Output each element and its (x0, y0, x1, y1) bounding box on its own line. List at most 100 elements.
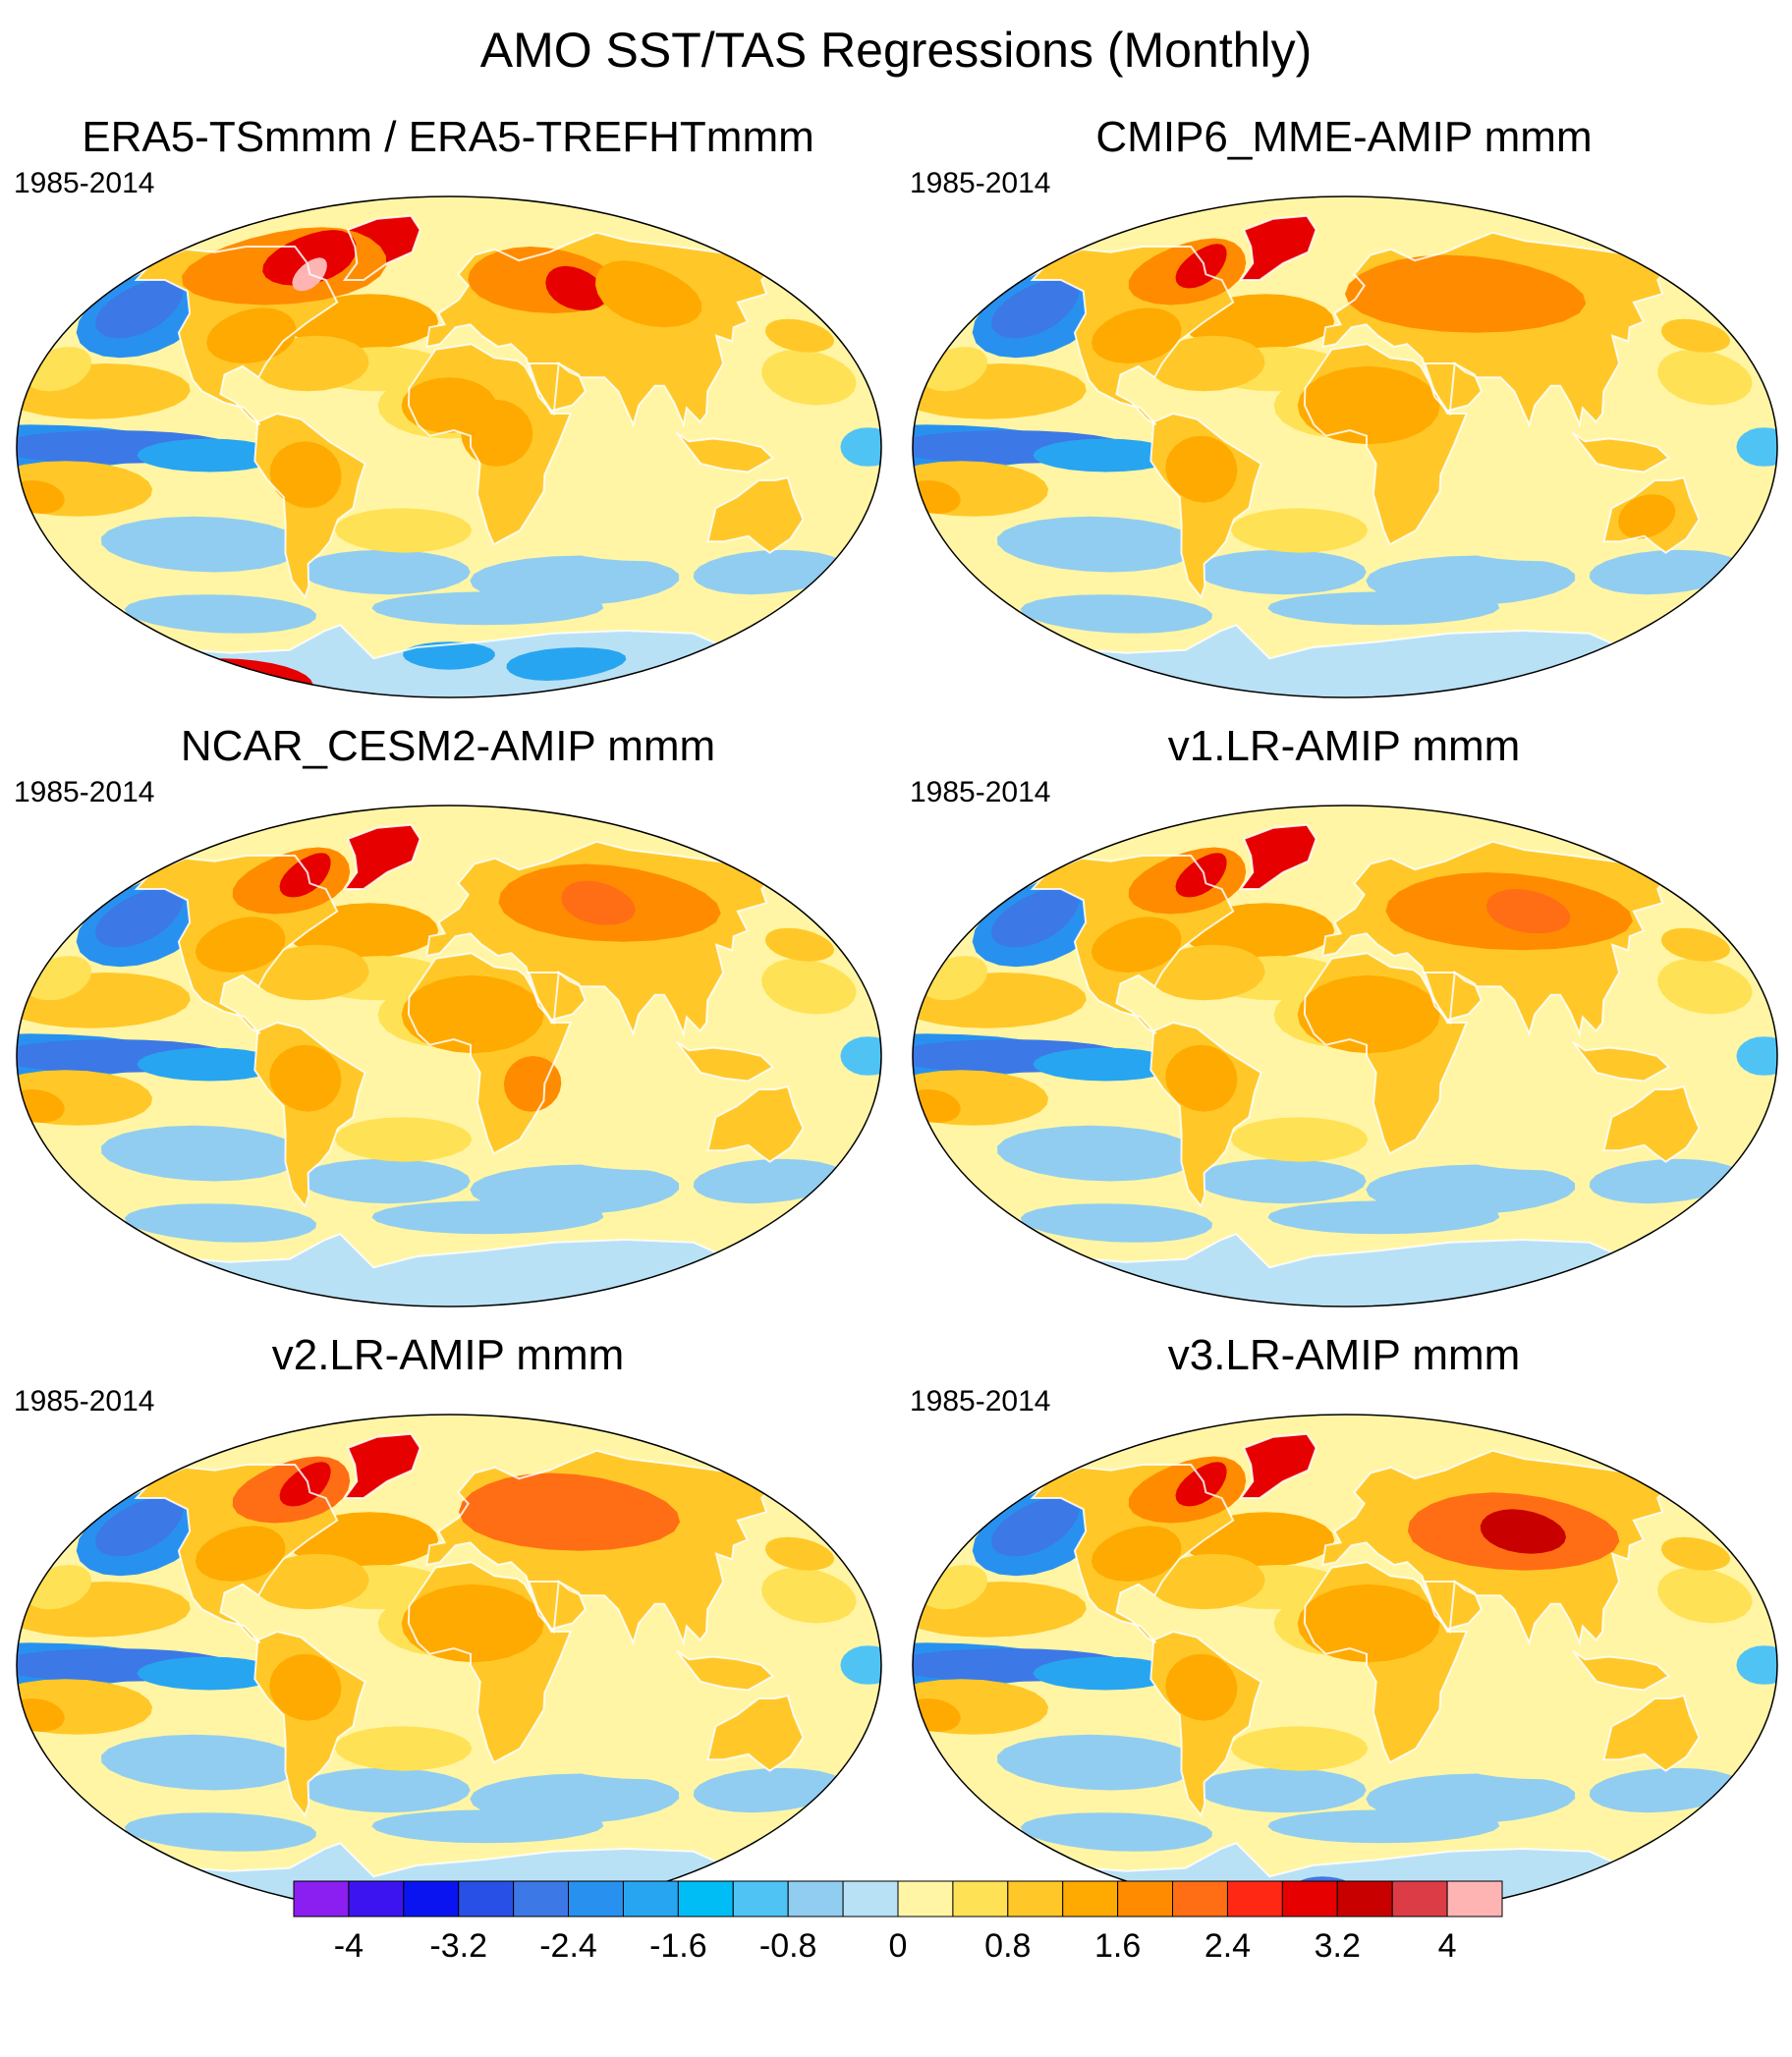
field-blob (1457, 1137, 1637, 1171)
field-blob (1196, 549, 1367, 595)
coastline-greenland (342, 1432, 421, 1499)
coastline-arabia (1424, 972, 1483, 1022)
colorbar (293, 1880, 1503, 1918)
field-blob (997, 516, 1200, 573)
field-blob (1250, 1070, 1370, 1126)
field-blob (124, 1812, 316, 1852)
field-blob (1618, 494, 1676, 539)
field-blob (1150, 1553, 1265, 1610)
coastline-indonesia (1572, 1040, 1671, 1083)
field-blob (403, 641, 495, 670)
field-blob (1391, 469, 1628, 536)
field-blob (300, 1158, 471, 1204)
field-blob (1230, 508, 1369, 553)
field-blob (997, 1125, 1200, 1182)
field-blob (269, 441, 342, 509)
colorbar-tick-label: 1.6 (1093, 1927, 1142, 1965)
field-blob (101, 1125, 304, 1182)
colorbar-swatch (568, 1880, 624, 1918)
field-blob (206, 307, 297, 363)
field-blob (1345, 254, 1587, 333)
colorbar-tick-label: -2.4 (539, 1927, 597, 1965)
field-blob (990, 277, 1080, 339)
map-panel: v1.LR-AMIP mmm 1985-2014 (896, 722, 1792, 1331)
coastline-australia (1602, 1695, 1701, 1772)
field-blob (561, 528, 741, 562)
colorbar-swatch (1391, 1880, 1448, 1918)
field-blob (354, 1679, 474, 1735)
panel-period: 1985-2014 (910, 167, 1051, 199)
field-blob (693, 1767, 846, 1813)
field-blob (262, 230, 357, 286)
continent-australia (1603, 1086, 1700, 1162)
map-border (912, 805, 1778, 1307)
panel-title: ERA5-TSmmm / ERA5-TREFHTmmm (82, 113, 814, 161)
field-blob (371, 1809, 604, 1844)
field-blob (693, 549, 846, 595)
map-border (16, 805, 882, 1307)
field-blob (1736, 1645, 1777, 1685)
field-blob (1660, 1536, 1731, 1571)
map-panel: ERA5-TSmmm / ERA5-TREFHTmmm 1985-2014 (0, 113, 896, 722)
continent-australia (707, 1086, 804, 1162)
field-blob (1457, 1746, 1637, 1780)
panel-period: 1985-2014 (14, 776, 155, 808)
field-blob (1033, 1656, 1177, 1691)
field-blob (1091, 307, 1182, 363)
field-blob (354, 461, 474, 517)
coastline-arabia (528, 362, 587, 413)
field-blob (693, 1158, 846, 1204)
colorbar-swatch (732, 1880, 789, 1918)
field-blob (1267, 1809, 1500, 1844)
field-blob (1267, 591, 1500, 626)
field-blob (561, 1746, 741, 1780)
field-blob (1150, 335, 1265, 392)
field-blob (1657, 958, 1753, 1015)
field-blob (761, 958, 857, 1015)
field-blob (401, 974, 544, 1054)
coastline-greenland (1238, 823, 1317, 890)
field-blob (840, 427, 881, 467)
coastline-indonesia (1572, 1649, 1671, 1692)
continent-antarctica (1052, 625, 1621, 697)
colorbar-swatch (293, 1880, 350, 1918)
field-blob (1657, 1567, 1753, 1624)
world-map (912, 1414, 1778, 1917)
panel-period: 1985-2014 (14, 1385, 155, 1418)
field-blob (764, 1536, 835, 1571)
field-blob (269, 1044, 342, 1112)
field-blob (1736, 1036, 1777, 1076)
field-blob (1033, 438, 1177, 473)
colorbar-tick-label: 3.2 (1314, 1927, 1361, 1965)
world-map (16, 1414, 882, 1917)
colorbar-swatch (1062, 1880, 1119, 1918)
colorbar-swatch (787, 1880, 844, 1918)
field-blob (137, 438, 281, 473)
coastline-na (1030, 1464, 1235, 1644)
field-blob (461, 399, 533, 467)
colorbar-swatch (403, 1880, 460, 1918)
coastline-africa (407, 343, 573, 546)
field-blob (334, 1726, 473, 1771)
field-blob (1297, 1584, 1440, 1663)
field-blob (1230, 1726, 1369, 1771)
field-blob (137, 1047, 281, 1082)
field-blob (354, 1070, 474, 1126)
field-blob (997, 1734, 1200, 1791)
coastline-indonesia (676, 1040, 775, 1083)
continent-greenland (1240, 215, 1316, 280)
field-blob (1589, 549, 1742, 595)
field-blob (371, 591, 604, 626)
coastline-indonesia (1572, 431, 1671, 473)
coastline-arabia (1424, 362, 1483, 413)
field-blob (761, 1567, 857, 1624)
field-blob (1480, 1509, 1566, 1554)
field-blob (495, 1687, 732, 1754)
colorbar-swatch (952, 1880, 1009, 1918)
coastline-greenland (1238, 214, 1317, 281)
coastline-greenland (342, 214, 421, 281)
coastline-australia (1602, 1085, 1701, 1163)
panel-title: CMIP6_MME-AMIP mmm (1095, 113, 1593, 161)
world-map (912, 195, 1778, 698)
field-blob (1091, 917, 1182, 973)
